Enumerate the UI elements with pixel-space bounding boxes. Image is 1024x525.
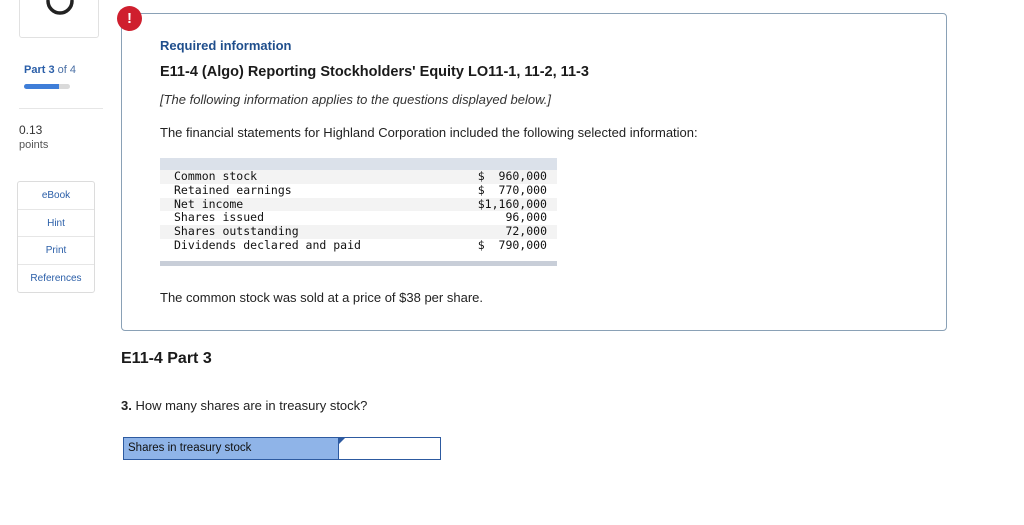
- table-row: Retained earnings $ 770,000: [160, 183, 557, 198]
- exclamation-icon: !: [117, 6, 142, 31]
- points-label: points: [19, 139, 49, 151]
- hint-button[interactable]: Hint: [18, 210, 94, 237]
- financial-data-table: Common stock $ 960,000 Retained earnings…: [160, 158, 557, 253]
- table-row: Shares outstanding 72,000: [160, 224, 557, 239]
- question-number: 3.: [121, 398, 132, 413]
- part-progress-bar: [24, 84, 70, 89]
- part-progress-fill: [24, 84, 59, 89]
- references-button[interactable]: References: [30, 272, 82, 284]
- exercise-note: [The following information applies to th…: [160, 92, 551, 107]
- part-suffix: of 4: [57, 64, 77, 76]
- question-nav-tile[interactable]: [19, 0, 99, 38]
- row-value: $1,160,000: [444, 197, 557, 212]
- ebook-button[interactable]: eBook: [18, 182, 94, 210]
- row-value: 96,000: [444, 211, 557, 226]
- row-label: Common stock: [160, 169, 445, 184]
- input-marker-icon: [339, 438, 345, 444]
- treasury-shares-input[interactable]: [339, 438, 440, 459]
- row-label: Dividends declared and paid: [160, 238, 445, 253]
- table-row: Shares issued 96,000: [160, 211, 557, 226]
- print-button[interactable]: Print: [18, 237, 94, 265]
- answer-cell[interactable]: [339, 438, 440, 459]
- exercise-title: E11-4 (Algo) Reporting Stockholders' Equ…: [160, 64, 589, 80]
- circular-arrow-icon: [46, 0, 74, 15]
- part-prefix: Part: [24, 64, 46, 76]
- stock-price-text: The common stock was sold at a price of …: [160, 290, 483, 305]
- question-text: 3. How many shares are in treasury stock…: [121, 398, 367, 413]
- part-heading: E11-4 Part 3: [121, 350, 212, 367]
- table-bottom-rule: [160, 261, 557, 266]
- resource-menu: eBook Hint Print References: [17, 181, 95, 293]
- row-label: Shares issued: [160, 211, 445, 226]
- points-value: 0.13: [19, 123, 43, 137]
- part-indicator: Part 3 of 4: [24, 64, 76, 76]
- row-label: Retained earnings: [160, 183, 445, 198]
- exercise-intro: The financial statements for Highland Co…: [160, 125, 698, 140]
- row-value: $ 960,000: [444, 169, 557, 184]
- row-label: Shares outstanding: [160, 224, 445, 239]
- table-row: Net income $1,160,000: [160, 197, 557, 212]
- row-value: $ 790,000: [444, 238, 557, 253]
- answer-row: Shares in treasury stock: [123, 437, 441, 460]
- row-label: Net income: [160, 197, 445, 212]
- answer-label: Shares in treasury stock: [124, 438, 339, 459]
- sidebar-divider: [19, 108, 103, 109]
- table-header-band: [160, 158, 557, 170]
- row-value: 72,000: [444, 224, 557, 239]
- table-row: Dividends declared and paid $ 790,000: [160, 238, 557, 253]
- question-body: How many shares are in treasury stock?: [135, 398, 368, 413]
- required-info-title: Required information: [160, 38, 292, 53]
- table-row: Common stock $ 960,000: [160, 169, 557, 184]
- part-current: 3: [48, 64, 55, 76]
- row-value: $ 770,000: [444, 183, 557, 198]
